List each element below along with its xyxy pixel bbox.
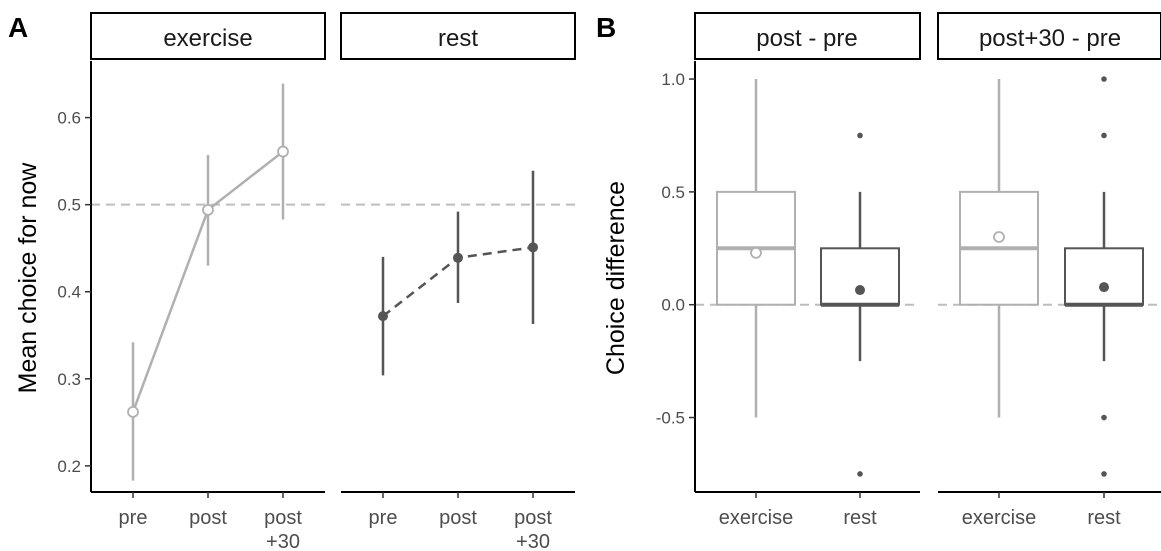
- y-tick-label: 0.4: [57, 283, 81, 302]
- outlier-point: [857, 132, 863, 139]
- outlier-point: [857, 471, 863, 477]
- panel-b-y-axis-title: Choice difference: [602, 181, 630, 375]
- y-tick-label: 0.2: [57, 457, 81, 476]
- outlier-point: [1101, 132, 1107, 139]
- y-tick-label: 0.5: [661, 183, 685, 202]
- y-tick-label: 0.5: [57, 196, 81, 215]
- strip-exercise-label: exercise: [163, 25, 252, 52]
- outlier-point: [1101, 76, 1107, 82]
- strip-exercise: [90, 12, 326, 60]
- x-tick-label: post: [439, 507, 477, 529]
- box: [1064, 247, 1144, 306]
- mean-point-filled: [1099, 282, 1109, 293]
- x-tick-label: post: [189, 507, 227, 529]
- x-tick-label: exercise: [962, 507, 1036, 529]
- data-point-open: [127, 405, 139, 418]
- panel-a-label: A: [8, 12, 28, 43]
- data-point-open: [277, 145, 289, 158]
- mean-point-filled: [855, 285, 865, 296]
- y-tick-label: 0.3: [57, 370, 81, 389]
- y-tick-label: 0.6: [57, 109, 81, 128]
- mean-point-open: [750, 246, 762, 259]
- x-tick-label: post +30: [264, 507, 302, 551]
- strip-rest-label: rest: [438, 25, 478, 52]
- y-tick-label: 0.0: [661, 296, 685, 315]
- strip-post30-minus-pre-label: post+30 - pre: [979, 25, 1121, 52]
- panel-a-y-axis-title: Mean choice for now: [14, 162, 42, 394]
- mean-point-open: [993, 231, 1005, 243]
- y-tick-label: -0.5: [656, 409, 685, 428]
- strip-rest: [340, 12, 576, 60]
- strip-post30-minus-pre: [937, 12, 1161, 60]
- data-point-filled: [528, 242, 538, 253]
- x-tick-label: rest: [1087, 507, 1121, 529]
- x-tick-label: post +30: [514, 507, 552, 551]
- strip-post-minus-pre-label: post - pre: [756, 25, 857, 52]
- data-point-open: [202, 203, 214, 216]
- x-tick-label: pre: [369, 507, 398, 529]
- box: [820, 247, 900, 306]
- outlier-point: [1101, 414, 1107, 421]
- x-tick-label: exercise: [719, 507, 793, 529]
- x-tick-label: rest: [843, 507, 877, 529]
- y-tick-label: 1.0: [661, 70, 685, 89]
- panel-b-label: B: [596, 12, 616, 43]
- outlier-point: [1101, 471, 1107, 477]
- strip-post-minus-pre: [694, 12, 921, 60]
- data-point-filled: [378, 311, 388, 322]
- plot-layer: 0.2 0.3 0.4 0.5 0.6 pre post post +30 pre post post…: [57, 61, 1161, 551]
- data-point-filled: [453, 252, 463, 263]
- x-tick-label: pre: [119, 507, 148, 529]
